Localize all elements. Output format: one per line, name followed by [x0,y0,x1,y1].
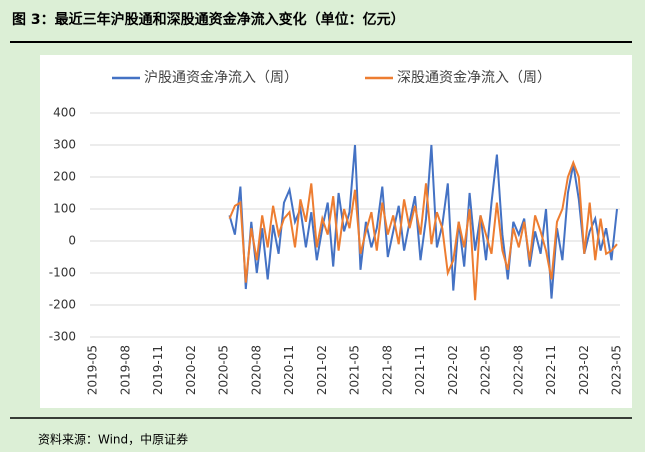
legend-label: 沪股通资金净流入（周） [144,70,298,86]
x-tick-label: 2022-05 [479,345,493,395]
y-tick-label: 100 [53,202,76,216]
x-tick-label: 2020-05 [217,345,231,395]
x-tick-label: 2020-11 [282,345,296,395]
y-tick-label: 400 [53,106,76,120]
y-tick-label: 300 [53,138,76,152]
x-tick-label: 2021-05 [348,345,362,395]
y-tick-label: -200 [49,298,76,312]
x-tick-label: 2021-08 [380,345,394,395]
x-tick-label: 2021-02 [315,345,329,395]
legend-label: 深股通资金净流入（周） [397,70,551,86]
x-tick-label: 2023-05 [610,345,624,395]
x-tick-label: 2021-11 [413,345,427,395]
series-line [228,159,618,301]
y-tick-label: 200 [53,170,76,184]
source: 资料来源：Wind，中原证券 [38,432,188,447]
x-tick-label: 2019-08 [118,345,132,395]
x-tick-label: 2020-08 [249,345,263,395]
title: 图 3：最近三年沪股通和深股通资金净流入变化（单位：亿元） [12,11,405,28]
x-tick-label: 2022-02 [446,345,460,395]
x-tick-label: 2022-08 [511,345,525,395]
x-tick-label: 2023-02 [577,345,591,395]
y-tick-label: -300 [49,330,76,344]
x-tick-label: 2019-05 [86,345,100,395]
x-tick-label: 2020-02 [184,345,198,395]
x-tick-label: 2019-11 [151,345,165,395]
y-tick-label: 0 [68,234,76,248]
x-tick-label: 2022-11 [544,345,558,395]
y-tick-label: -100 [49,266,76,280]
series-line [228,144,618,299]
